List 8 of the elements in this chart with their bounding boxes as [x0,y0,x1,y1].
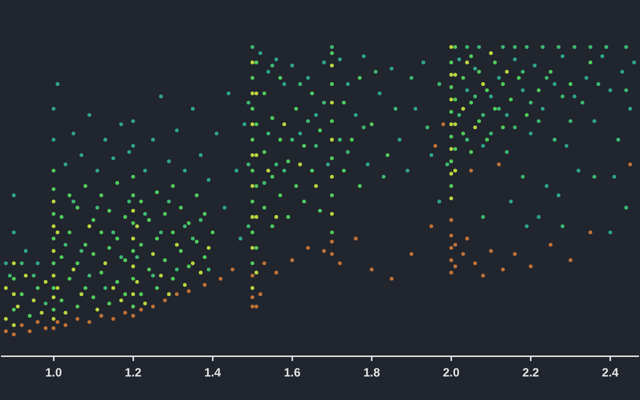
x-tick-label: 2.2 [522,366,540,380]
x-tick-label: 2.0 [442,366,460,380]
x-tick-label: 1.8 [363,366,380,380]
x-tick-label: 2.4 [602,366,619,380]
x-tick-label: 1.2 [124,366,142,380]
x-tick-label: 1.0 [45,366,62,380]
x-tick-label: 1.4 [204,366,222,380]
x-tick-label: 1.6 [284,366,301,380]
